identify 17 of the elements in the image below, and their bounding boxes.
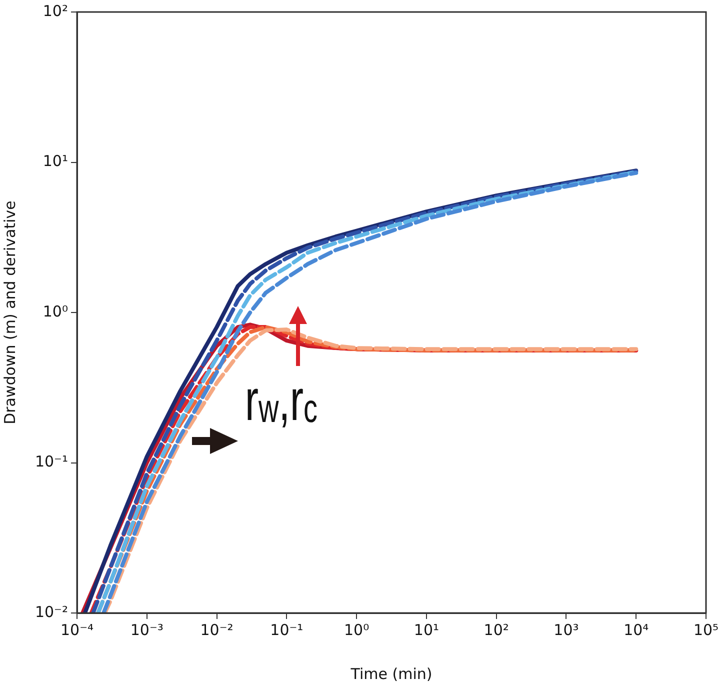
x-tick-label: 10⁴ xyxy=(624,620,649,639)
x-tick-label: 10⁰ xyxy=(344,620,370,639)
y-tick-label: 10¹ xyxy=(42,152,68,170)
y-tick-label: 10⁻¹ xyxy=(34,452,68,471)
x-tick-label: 10¹ xyxy=(414,620,439,639)
y-tick-label: 10⁻² xyxy=(34,602,68,621)
x-tick-label: 10⁻⁴ xyxy=(60,620,94,639)
x-tick-label: 10⁻³ xyxy=(130,620,164,639)
x-axis-title: Time (min) xyxy=(350,664,432,683)
y-tick-label: 10² xyxy=(42,2,68,20)
x-tick-label: 10⁵ xyxy=(693,620,719,639)
x-tick-label: 10⁻¹ xyxy=(270,620,304,639)
x-tick-label: 10³ xyxy=(554,620,579,639)
x-tick-label: 10⁻² xyxy=(200,620,234,639)
y-axis-title: Drawdown (m) and derivative xyxy=(0,200,19,424)
x-tick-label: 10² xyxy=(484,620,509,639)
y-tick-label: 10⁰ xyxy=(42,302,68,320)
